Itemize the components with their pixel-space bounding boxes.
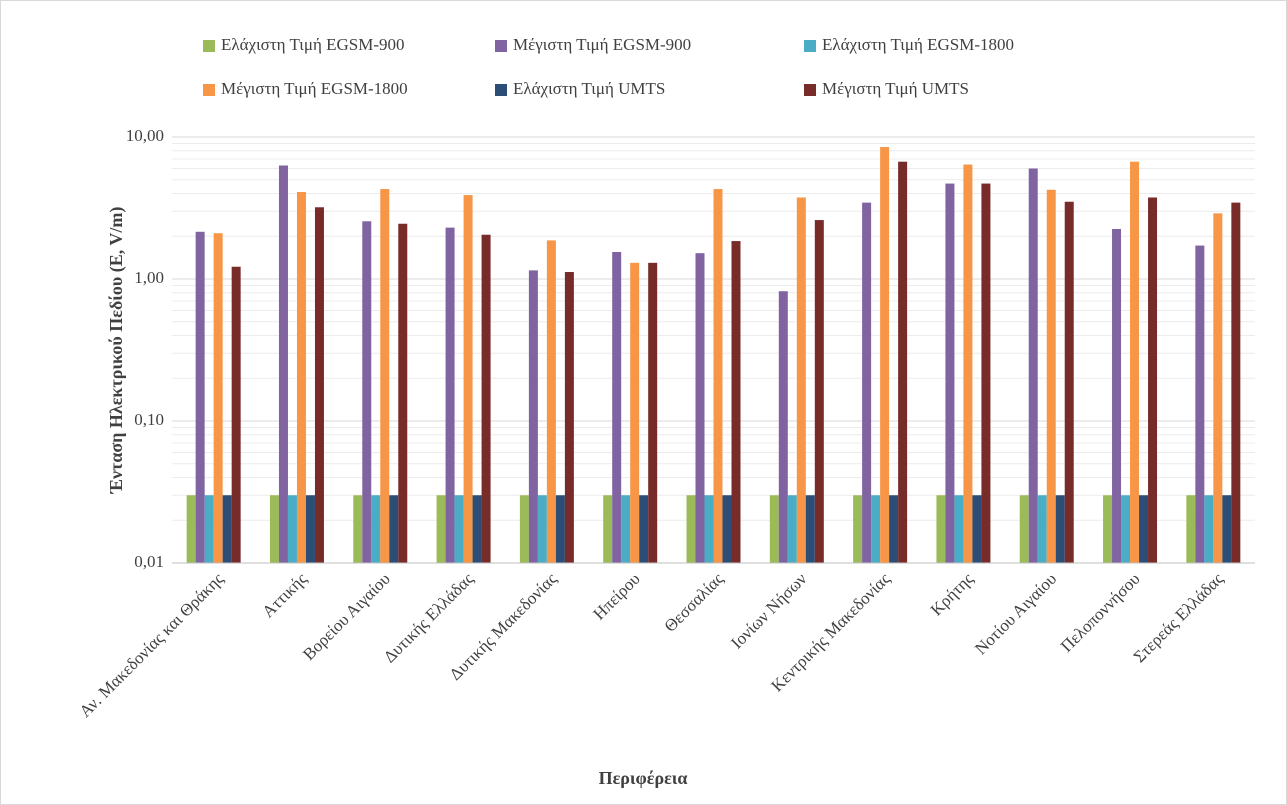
bar bbox=[380, 189, 390, 563]
bar bbox=[537, 495, 547, 563]
bar bbox=[981, 183, 991, 563]
bar bbox=[454, 495, 464, 563]
legend-label: Ελάχιστη Τιμή EGSM-900 bbox=[221, 35, 405, 54]
y-tick-label: 0,01 bbox=[134, 552, 164, 571]
bar bbox=[630, 262, 640, 563]
legend-swatch bbox=[804, 40, 816, 52]
bar bbox=[1019, 495, 1029, 563]
y-tick-label: 0,10 bbox=[134, 410, 164, 429]
bar bbox=[436, 495, 446, 563]
legend-swatch bbox=[804, 84, 816, 96]
bar bbox=[954, 495, 964, 563]
bar bbox=[231, 266, 241, 563]
bar bbox=[612, 251, 622, 563]
legend-label: Μέγιστη Τιμή UMTS bbox=[822, 79, 969, 98]
legend-swatch bbox=[495, 40, 507, 52]
bar bbox=[963, 164, 973, 563]
bar bbox=[787, 495, 797, 563]
bar bbox=[1130, 161, 1140, 563]
bar bbox=[1028, 168, 1038, 564]
bar bbox=[713, 189, 723, 563]
bar bbox=[769, 495, 779, 563]
bar bbox=[639, 495, 649, 563]
bar bbox=[1195, 245, 1205, 563]
bar bbox=[1055, 495, 1065, 563]
bar bbox=[463, 195, 473, 563]
bar bbox=[805, 495, 815, 563]
bar bbox=[704, 495, 714, 563]
y-axis-title: Ένταση Ηλεκτρικού Πεδίου (E, V/m) bbox=[106, 207, 127, 495]
legend-swatch bbox=[203, 40, 215, 52]
bar bbox=[362, 221, 372, 563]
bar bbox=[1204, 495, 1214, 563]
bar bbox=[603, 495, 613, 563]
bar bbox=[1139, 495, 1149, 563]
bar bbox=[564, 272, 574, 563]
legend-swatch bbox=[495, 84, 507, 96]
bar bbox=[269, 495, 279, 563]
bar bbox=[945, 183, 955, 563]
legend-label: Ελάχιστη Τιμή UMTS bbox=[513, 79, 665, 98]
bar bbox=[796, 197, 806, 564]
y-tick-label: 10,00 bbox=[126, 126, 164, 145]
x-axis-title: Περιφέρεια bbox=[599, 768, 688, 788]
bar bbox=[648, 262, 658, 563]
bar bbox=[814, 220, 824, 563]
bar bbox=[287, 495, 297, 563]
bar bbox=[1213, 213, 1223, 563]
bar bbox=[481, 234, 491, 563]
bar bbox=[862, 202, 872, 563]
bar bbox=[686, 495, 696, 563]
bar bbox=[853, 495, 863, 563]
bar bbox=[1037, 495, 1047, 563]
bar bbox=[389, 495, 399, 563]
legend-label: Μέγιστη Τιμή EGSM-900 bbox=[513, 35, 691, 54]
bar bbox=[731, 241, 741, 563]
bar bbox=[186, 495, 196, 563]
bar bbox=[1148, 197, 1158, 564]
bar bbox=[889, 495, 899, 563]
bar bbox=[1046, 189, 1056, 563]
bar bbox=[1231, 202, 1241, 563]
bar bbox=[1121, 495, 1131, 563]
bar bbox=[1112, 228, 1122, 563]
bar bbox=[880, 147, 890, 563]
bar bbox=[972, 495, 982, 563]
bar bbox=[528, 270, 538, 563]
bar bbox=[195, 231, 205, 563]
bar bbox=[398, 223, 408, 564]
bar bbox=[371, 495, 381, 563]
bar bbox=[278, 165, 288, 563]
bar bbox=[555, 495, 565, 563]
bar bbox=[621, 495, 631, 563]
bar bbox=[305, 495, 315, 563]
bar bbox=[314, 207, 324, 563]
y-tick-label: 1,00 bbox=[134, 268, 164, 287]
legend-label: Ελάχιστη Τιμή EGSM-1800 bbox=[822, 35, 1014, 54]
bar bbox=[936, 495, 946, 563]
bar bbox=[1064, 201, 1074, 563]
bar bbox=[204, 495, 214, 563]
bar bbox=[472, 495, 482, 563]
bar bbox=[213, 233, 223, 563]
bar bbox=[1186, 495, 1196, 563]
bar bbox=[222, 495, 232, 563]
bar bbox=[778, 291, 788, 563]
bar bbox=[1103, 495, 1113, 563]
bar bbox=[722, 495, 732, 563]
bar bbox=[296, 191, 306, 564]
bar bbox=[695, 253, 705, 563]
bar bbox=[871, 495, 881, 563]
bar bbox=[1222, 495, 1232, 563]
bar bbox=[898, 161, 908, 563]
bar bbox=[546, 240, 556, 563]
bar bbox=[519, 495, 529, 563]
legend-swatch bbox=[203, 84, 215, 96]
bar bbox=[353, 495, 363, 563]
bar bbox=[445, 227, 455, 563]
legend-label: Μέγιστη Τιμή EGSM-1800 bbox=[221, 79, 408, 98]
